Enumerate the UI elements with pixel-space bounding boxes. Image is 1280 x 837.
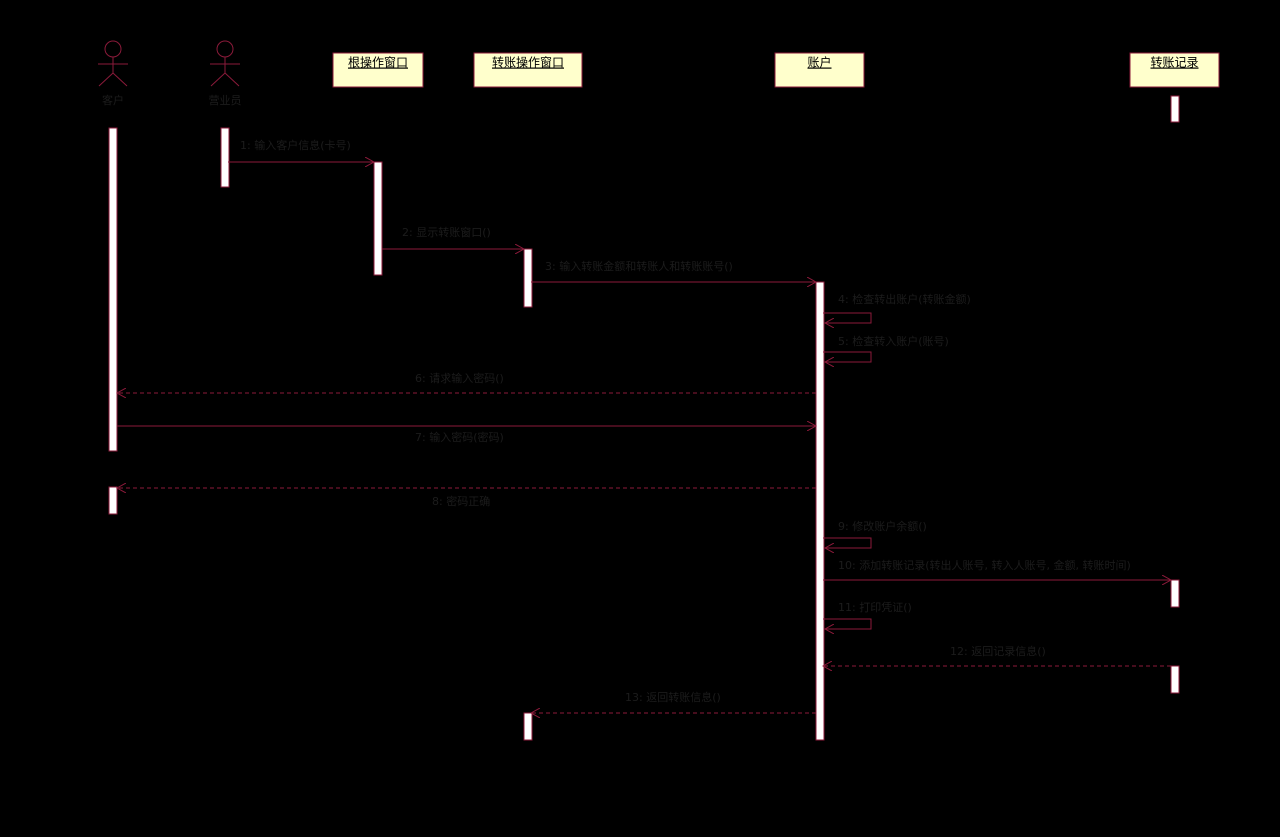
actor-label: 客户 (102, 93, 124, 107)
activation (1170, 579, 1180, 608)
message-label: 10: 添加转账记录(转出人账号, 转入人账号, 金额, 转账时间) (838, 558, 1131, 572)
activation (523, 248, 533, 308)
message-label: 8: 密码正确 (432, 494, 490, 508)
actor-body (210, 57, 240, 87)
message-label: 7: 输入密码(密码) (415, 430, 504, 444)
activation (523, 712, 533, 741)
activation (1170, 665, 1180, 694)
activation (108, 127, 118, 452)
object-box (1129, 52, 1220, 88)
message-label: 5: 检查转入账户(账号) (838, 334, 949, 348)
activation (373, 161, 383, 276)
actor-head (216, 40, 234, 58)
message-label: 13: 返回转账信息() (625, 690, 721, 704)
message-label: 11: 打印凭证() (838, 600, 912, 614)
activation (1170, 95, 1180, 123)
message-label: 3: 输入转账金额和转账人和转账账号() (545, 259, 733, 273)
message-arrow (823, 618, 872, 629)
activation (108, 486, 118, 515)
message-arrow (823, 312, 872, 323)
object-box (332, 52, 424, 88)
object-label: 根操作窗口 (348, 55, 408, 70)
message-label: 12: 返回记录信息() (950, 644, 1046, 658)
message-arrow (823, 351, 872, 362)
message-arrow (823, 537, 872, 548)
object-label: 账户 (807, 55, 831, 70)
actor-label: 营业员 (209, 93, 242, 107)
actor-head (104, 40, 122, 58)
message-label: 4: 检查转出账户(转账金额) (838, 292, 971, 306)
activation (815, 281, 825, 741)
object-label: 转账记录 (1150, 55, 1198, 70)
actor-body (98, 57, 128, 87)
activation (220, 127, 230, 188)
message-label: 2: 显示转账窗口() (402, 225, 491, 239)
message-label: 6: 请求输入密码() (415, 371, 504, 385)
object-box (473, 52, 583, 88)
message-label: 9: 修改账户余额() (838, 519, 927, 533)
message-label: 1: 输入客户信息(卡号) (240, 138, 351, 152)
object-label: 转账操作窗口 (492, 55, 564, 70)
object-box (774, 52, 865, 88)
diagram-body: 客户 营业员 根操作窗口 转账操作窗口 账户 转账记录 1: 输入客户信息(卡号) 2: 显示… (98, 40, 1220, 741)
